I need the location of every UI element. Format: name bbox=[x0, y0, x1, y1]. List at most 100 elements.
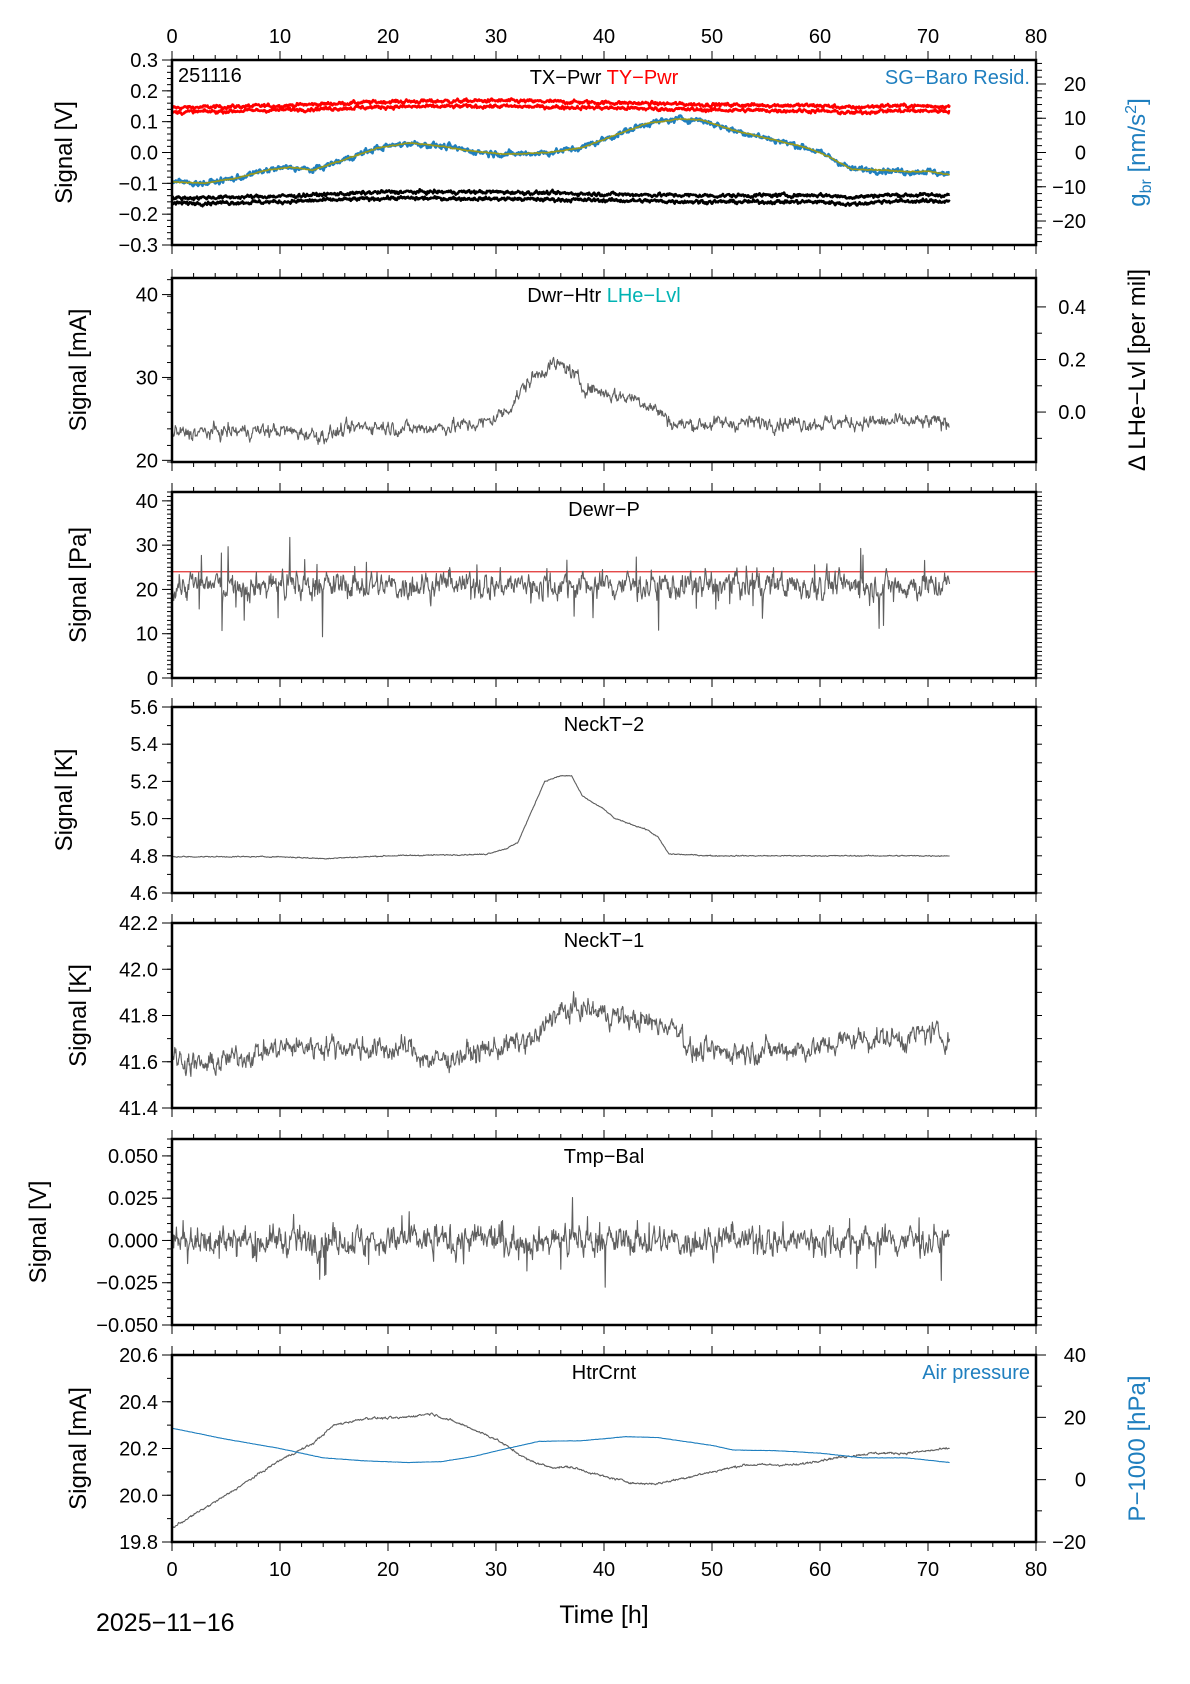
x-tick-label: 80 bbox=[1025, 1559, 1047, 1581]
right-y-tick-label: 0.2 bbox=[1058, 349, 1086, 371]
y-axis-label: Signal [V] bbox=[25, 1181, 52, 1284]
y-tick-label: −0.3 bbox=[119, 235, 158, 257]
right-y-tick-label: 20 bbox=[1064, 1407, 1086, 1429]
y-tick-label: 5.4 bbox=[130, 734, 158, 756]
y-tick-label: −0.1 bbox=[119, 173, 158, 195]
series-line-ty-pwr-lower bbox=[172, 103, 951, 116]
y-tick-label: 20.0 bbox=[119, 1485, 158, 1507]
x-tick-label: 80 bbox=[1025, 26, 1047, 48]
label-unit: [nm/s bbox=[1124, 114, 1151, 179]
label-superscript: 2 bbox=[1123, 105, 1140, 114]
panel-title: HtrCrnt bbox=[572, 1362, 637, 1384]
x-tick-label: 40 bbox=[593, 26, 615, 48]
panel-title-part: Dewr−P bbox=[568, 499, 640, 521]
x-tick-label: 30 bbox=[485, 1559, 507, 1581]
y-tick-label: 41.4 bbox=[119, 1098, 158, 1120]
plot-area bbox=[172, 991, 951, 1077]
station-code: 251116 bbox=[178, 65, 242, 87]
panel-title-part: HtrCrnt bbox=[572, 1362, 637, 1384]
y-tick-label: 0.3 bbox=[130, 50, 158, 72]
y-tick-label: 10 bbox=[136, 624, 158, 646]
y-axis-label: Signal [mA] bbox=[65, 309, 92, 432]
plot-area bbox=[172, 97, 951, 208]
panel-title-part: LHe−Lvl bbox=[601, 285, 681, 307]
panel-title: Dewr−P bbox=[568, 499, 640, 521]
y-tick-label: 30 bbox=[136, 535, 158, 557]
y-tick-label: 0.1 bbox=[130, 112, 158, 134]
y-tick-label: 20 bbox=[136, 450, 158, 472]
y-tick-label: 4.6 bbox=[130, 883, 158, 905]
y-axis-label: Signal [mA] bbox=[65, 1387, 92, 1510]
y-tick-label: 19.8 bbox=[119, 1532, 158, 1554]
y-tick-label: 30 bbox=[136, 367, 158, 389]
right-y-axis-label: gbr [nm/s2] bbox=[1123, 98, 1155, 207]
panel-title: Tmp−Bal bbox=[564, 1146, 645, 1168]
series-line-htrcrnt bbox=[172, 1412, 950, 1529]
y-tick-label: 0 bbox=[147, 668, 158, 690]
plot-area bbox=[172, 774, 950, 860]
y-tick-label: −0.025 bbox=[96, 1273, 158, 1295]
x-tick-label: 0 bbox=[166, 1559, 177, 1581]
right-y-tick-label: −20 bbox=[1052, 1532, 1086, 1554]
x-tick-label: 40 bbox=[593, 1559, 615, 1581]
panels-layer: 0 10 20 30 40 50 60 70 800.30.20.10.0−0.1−0.2−0.… bbox=[25, 26, 1155, 1581]
panel-title-part: TY−Pwr bbox=[601, 67, 678, 89]
x-tick-label: 60 bbox=[809, 1559, 831, 1581]
panel-neckt-2: 5.6 5.4 5.2 5.0 4.8 4.6 Signal [K] NeckT−2 bbox=[51, 697, 1042, 905]
panel-htrcrnt: 0 10 20 30 40 50 60 70 80 20.6 20.4 20.2 20.0 19.8 Sig… bbox=[65, 1345, 1151, 1581]
panel-title: TX−Pwr TY−Pwr bbox=[530, 67, 679, 89]
y-tick-label: 4.8 bbox=[130, 846, 158, 868]
x-tick-label: 60 bbox=[809, 26, 831, 48]
x-tick-label: 10 bbox=[269, 1559, 291, 1581]
y-tick-label: 5.2 bbox=[130, 771, 158, 793]
right-series-title: SG−Baro Resid. bbox=[885, 67, 1030, 89]
right-y-tick-label: 40 bbox=[1064, 1345, 1086, 1367]
panel-title: NeckT−2 bbox=[564, 714, 645, 736]
series-line-ty-pwr-upper bbox=[172, 97, 951, 111]
series-line-dewr-p bbox=[172, 536, 951, 638]
y-tick-label: 0.000 bbox=[108, 1230, 158, 1252]
panel-title-part: Tmp−Bal bbox=[564, 1146, 645, 1168]
y-tick-label: 0.0 bbox=[130, 143, 158, 165]
series-line-tmp-bal bbox=[172, 1196, 951, 1288]
y-tick-label: 41.6 bbox=[119, 1052, 158, 1074]
series-line-tx-pwr-upper bbox=[172, 188, 951, 202]
series-line-dwr-htr bbox=[172, 356, 950, 445]
right-y-tick-label: 0.4 bbox=[1058, 297, 1086, 319]
y-tick-label: 20.4 bbox=[119, 1392, 158, 1414]
x-tick-label: 20 bbox=[377, 26, 399, 48]
y-tick-label: 40 bbox=[136, 285, 158, 307]
x-tick-label: 30 bbox=[485, 26, 507, 48]
right-y-tick-label: 0 bbox=[1075, 1470, 1086, 1492]
panel-dewr-p: 40 30 20 10 0 Signal [Pa] Dewr−P bbox=[65, 483, 1042, 690]
right-y-tick-label: 0 bbox=[1075, 143, 1086, 165]
y-axis-label: Signal [K] bbox=[51, 749, 78, 852]
y-tick-label: 42.2 bbox=[119, 913, 158, 935]
y-tick-label: 20.2 bbox=[119, 1439, 158, 1461]
plot-area bbox=[172, 356, 950, 445]
y-tick-label: 0.050 bbox=[108, 1146, 158, 1168]
label-subscript: br bbox=[1138, 179, 1155, 194]
x-tick-label: 0 bbox=[166, 26, 177, 48]
y-tick-label: −0.050 bbox=[96, 1315, 158, 1337]
y-axis-label: Signal [Pa] bbox=[65, 527, 92, 643]
plot-area bbox=[172, 1196, 951, 1288]
panel-title: NeckT−1 bbox=[564, 930, 645, 952]
right-y-tick-label: 0.0 bbox=[1058, 402, 1086, 424]
x-tick-label: 70 bbox=[917, 1559, 939, 1581]
x-tick-label: 10 bbox=[269, 26, 291, 48]
panel-tx-ty-sg: 0 10 20 30 40 50 60 70 800.30.20.10.0−0.1−0.2−0.… bbox=[51, 26, 1155, 257]
series-line-neckt-1 bbox=[172, 991, 951, 1077]
y-tick-label: 0.2 bbox=[130, 81, 158, 103]
y-tick-label: 20.6 bbox=[119, 1345, 158, 1367]
label-main: g bbox=[1124, 193, 1151, 206]
y-tick-label: 0.025 bbox=[108, 1188, 158, 1210]
y-tick-label: 42.0 bbox=[119, 959, 158, 981]
y-tick-label: 5.6 bbox=[130, 697, 158, 719]
panel-dwr-htr: 40 30 20 Signal [mA] Dwr−Htr LHe−Lvl 0.4 0.2 0.… bbox=[65, 269, 1151, 472]
panel-title: Dwr−Htr LHe−Lvl bbox=[527, 285, 680, 307]
right-y-tick-label: 10 bbox=[1064, 108, 1086, 130]
plot-area bbox=[172, 1412, 950, 1529]
series-line-sg-baro-smooth bbox=[172, 117, 951, 185]
